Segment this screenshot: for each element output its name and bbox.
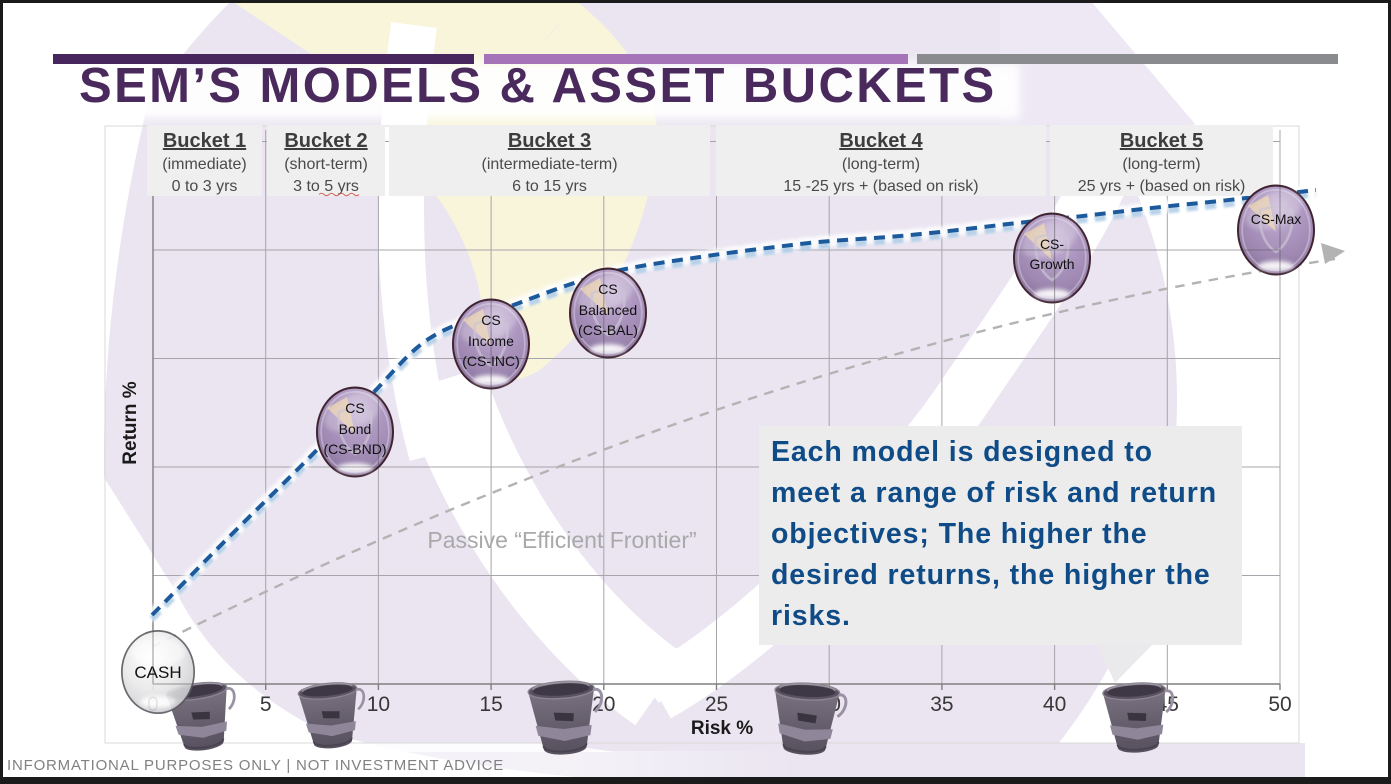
svg-text:Return %: Return %: [120, 381, 141, 465]
svg-text:Passive “Efficient Frontier”: Passive “Efficient Frontier”: [427, 527, 696, 553]
svg-text:5: 5: [260, 693, 272, 716]
svg-text:CS-: CS-: [1040, 236, 1064, 252]
svg-text:(CS-BAL): (CS-BAL): [578, 322, 638, 338]
svg-text:Growth: Growth: [1029, 256, 1074, 272]
svg-text:(CS-INC): (CS-INC): [462, 353, 520, 369]
svg-text:Income: Income: [468, 333, 514, 349]
svg-text:Bond: Bond: [339, 421, 372, 437]
svg-text:15: 15: [479, 693, 502, 716]
svg-text:CS: CS: [598, 281, 617, 297]
svg-text:25: 25: [705, 693, 728, 716]
svg-text:Balanced: Balanced: [579, 302, 637, 318]
svg-text:(CS-BND): (CS-BND): [324, 441, 387, 457]
svg-text:CS-Max: CS-Max: [1251, 211, 1302, 227]
svg-text:10: 10: [367, 693, 390, 716]
svg-text:35: 35: [930, 693, 953, 716]
svg-text:Risk %: Risk %: [691, 718, 753, 739]
svg-text:CS: CS: [481, 312, 500, 328]
svg-text:50: 50: [1268, 693, 1291, 716]
svg-text:CASH: CASH: [134, 663, 181, 682]
svg-text:CS: CS: [345, 400, 364, 416]
svg-text:40: 40: [1043, 693, 1066, 716]
